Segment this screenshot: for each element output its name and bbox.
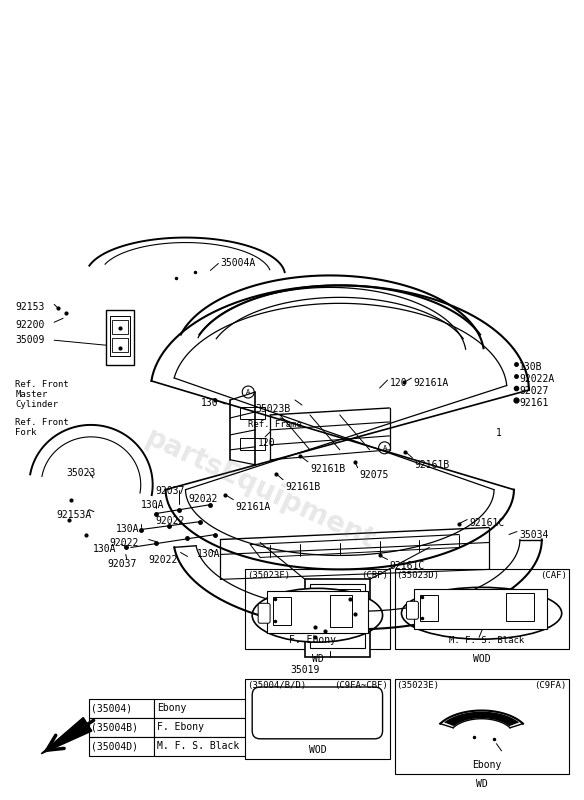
Text: Master: Master [15, 390, 47, 399]
Text: Cylinder: Cylinder [15, 400, 58, 409]
Text: 130A: 130A [196, 550, 220, 559]
Text: Fork: Fork [15, 428, 37, 437]
Text: 120: 120 [390, 378, 407, 388]
Text: (35004D): (35004D) [91, 742, 138, 751]
Text: 35034: 35034 [519, 530, 548, 539]
Bar [310, 584, 364, 648]
Text: 92161B: 92161B [415, 460, 450, 470]
Bar [154, 718, 253, 737]
Text: 92022: 92022 [189, 494, 218, 504]
Text: 130B: 130B [519, 362, 543, 372]
Text: 92037: 92037 [107, 559, 136, 570]
Bar [305, 579, 370, 657]
Bar [245, 570, 390, 649]
Bar [154, 699, 253, 718]
Text: F. Ebony: F. Ebony [289, 635, 336, 645]
Text: 130A: 130A [93, 543, 116, 554]
Text: (C9FA~CBF): (C9FA~CBF) [334, 681, 388, 690]
Text: 92161C: 92161C [390, 562, 425, 571]
Text: 35004A: 35004A [220, 258, 256, 269]
Text: 92161A: 92161A [235, 502, 270, 512]
Bar [415, 590, 547, 630]
Bar [330, 595, 352, 627]
Text: 92022: 92022 [156, 515, 185, 526]
Text: (35023D): (35023D) [397, 571, 440, 581]
Bar [506, 594, 534, 622]
Text: WOD: WOD [473, 654, 491, 664]
Text: WD: WD [311, 654, 324, 664]
Bar [273, 598, 291, 626]
Bar [245, 679, 390, 758]
Bar [240, 407, 265, 419]
Text: 92161A: 92161A [413, 378, 449, 388]
Ellipse shape [401, 587, 562, 639]
Text: 120: 120 [258, 438, 276, 448]
Text: (CAF): (CAF) [540, 571, 566, 581]
Bar [395, 570, 569, 649]
Text: Ref. Frame: Ref. Frame [248, 420, 302, 429]
Text: Ref. Front: Ref. Front [15, 380, 69, 389]
Text: 35009: 35009 [15, 335, 45, 346]
Bar [154, 737, 253, 756]
Text: M. F. S. Black: M. F. S. Black [449, 636, 524, 645]
Bar [420, 595, 439, 622]
Text: 92161B: 92161B [285, 482, 320, 492]
Text: (C9FA): (C9FA) [534, 681, 566, 690]
Text: 130A: 130A [141, 500, 164, 510]
Text: 35019: 35019 [290, 665, 319, 675]
Bar [89, 699, 154, 718]
Text: Ref. Front: Ref. Front [15, 418, 69, 427]
Ellipse shape [252, 588, 383, 642]
Text: 35023: 35023 [66, 468, 95, 478]
Text: (35004B): (35004B) [91, 722, 138, 732]
Text: WD: WD [476, 778, 488, 789]
Bar [267, 591, 368, 633]
Text: WOD: WOD [308, 745, 326, 754]
Text: M. F. S. Black: M. F. S. Black [157, 742, 239, 751]
Text: F. Ebony: F. Ebony [157, 722, 204, 732]
Text: 92022A: 92022A [519, 374, 554, 384]
Text: 92075: 92075 [360, 470, 389, 480]
Text: A: A [383, 445, 387, 451]
Text: 35023B: 35023B [255, 404, 290, 414]
Text: 92037: 92037 [156, 486, 185, 496]
Text: 92200: 92200 [15, 320, 45, 330]
Text: 92161B: 92161B [310, 464, 345, 474]
Text: 130: 130 [200, 398, 218, 408]
Bar [395, 679, 569, 774]
FancyBboxPatch shape [252, 687, 383, 739]
Polygon shape [444, 712, 519, 726]
Bar [89, 737, 154, 756]
Text: partsEquipment: partsEquipment [141, 424, 380, 555]
FancyBboxPatch shape [258, 603, 270, 623]
Text: 1: 1 [496, 428, 502, 438]
Text: (35023E): (35023E) [397, 681, 440, 690]
Text: A: A [246, 389, 251, 395]
Bar [313, 590, 360, 619]
Bar [112, 338, 128, 352]
Text: 92022: 92022 [109, 538, 138, 547]
Bar [112, 320, 128, 334]
Text: 92153: 92153 [15, 302, 45, 312]
Bar [240, 438, 265, 450]
Text: (CBF): (CBF) [361, 571, 388, 581]
Text: Ebony: Ebony [472, 760, 501, 770]
Text: 92161C: 92161C [469, 518, 505, 527]
Text: 92022: 92022 [149, 555, 178, 566]
Text: Ebony: Ebony [157, 703, 186, 714]
Bar [89, 718, 154, 737]
Polygon shape [41, 718, 92, 754]
Text: (35004): (35004) [91, 703, 132, 714]
Text: 92161: 92161 [519, 398, 548, 408]
Text: (35004/B/D): (35004/B/D) [247, 681, 307, 690]
Text: 130A: 130A [116, 523, 140, 534]
FancyBboxPatch shape [406, 602, 418, 619]
Text: 92153A: 92153A [56, 510, 91, 520]
Bar [110, 316, 130, 356]
Text: 92027: 92027 [519, 386, 548, 396]
Bar [106, 310, 134, 365]
Text: (35023F): (35023F) [247, 571, 290, 581]
